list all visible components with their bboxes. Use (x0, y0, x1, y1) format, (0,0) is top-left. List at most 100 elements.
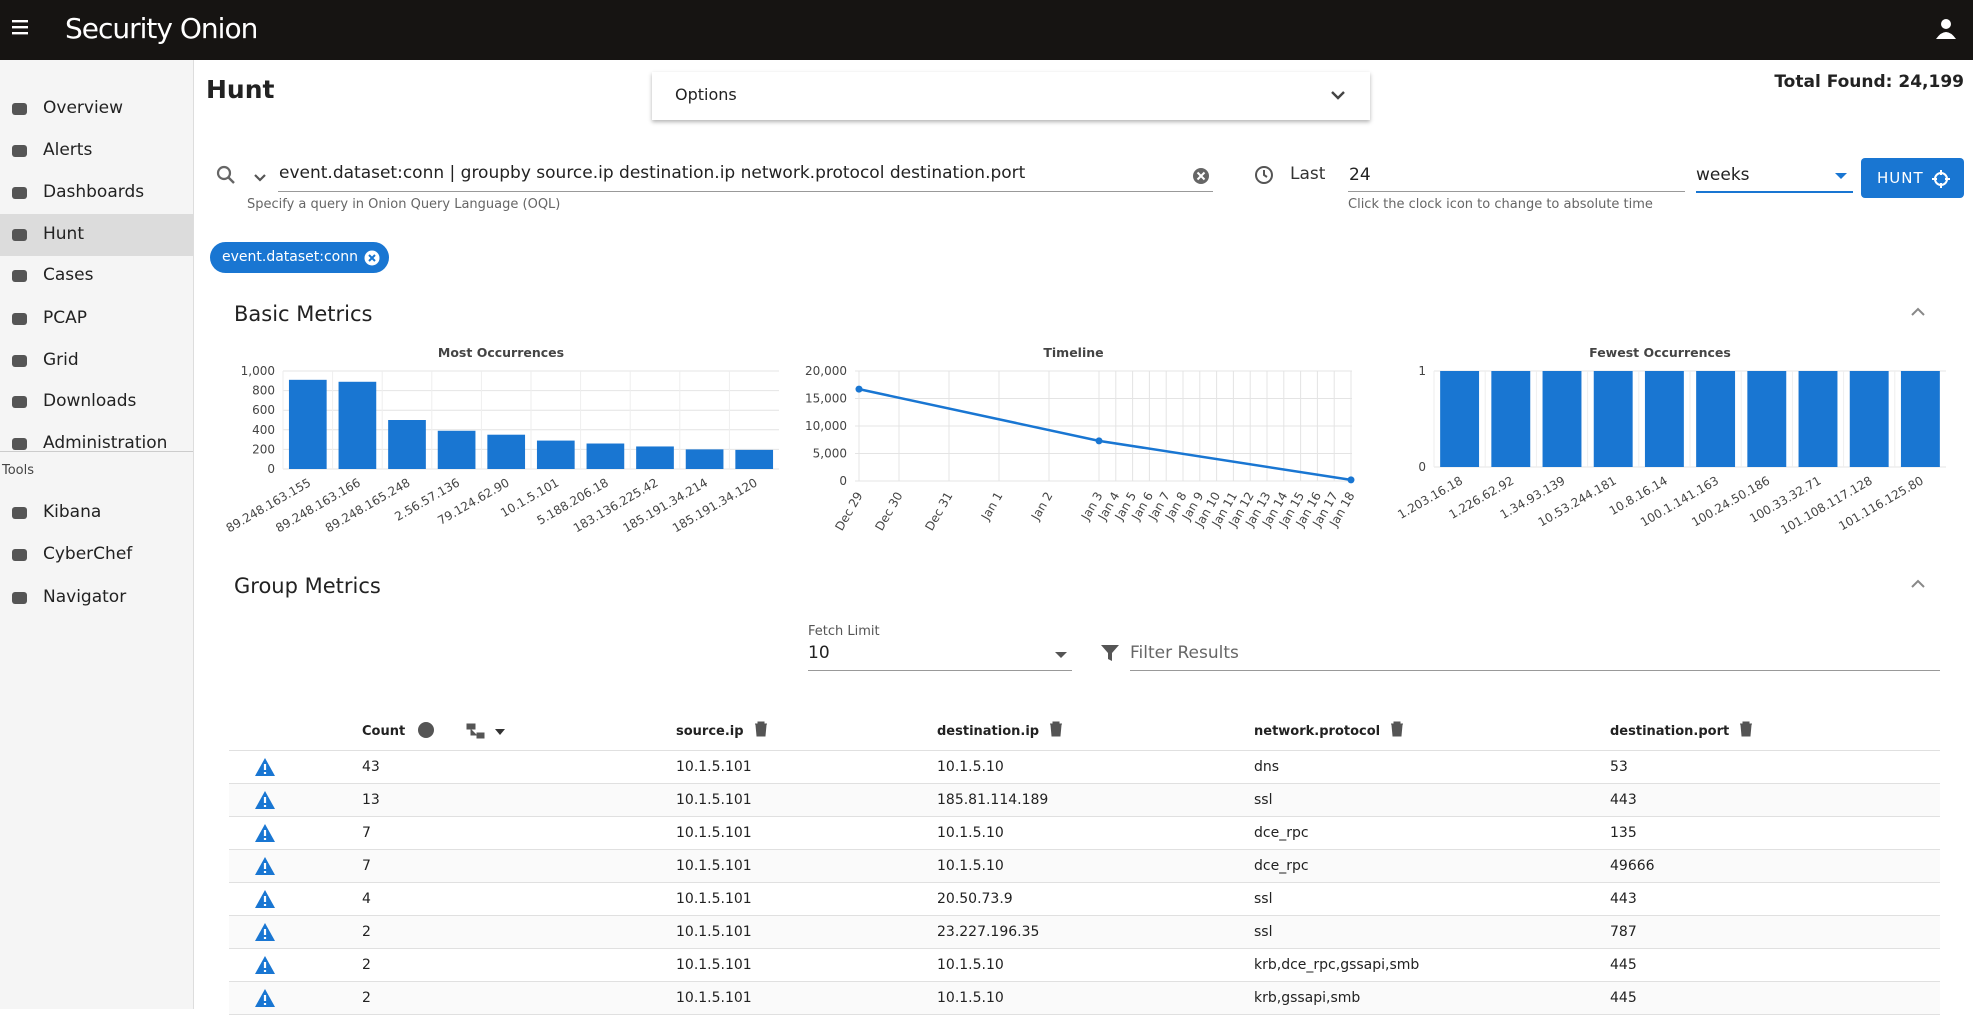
alert-icon[interactable] (254, 790, 276, 810)
icon-shape (12, 270, 27, 282)
alert-icon[interactable] (254, 856, 276, 876)
options-panel[interactable]: Options (652, 72, 1370, 120)
cell: ssl (1254, 784, 1610, 817)
nav-icon (11, 546, 29, 564)
filter-input[interactable]: Filter Results (1130, 640, 1940, 671)
nav-icon (11, 142, 29, 160)
cell: dce_rpc (1254, 850, 1610, 883)
table-row[interactable]: 210.1.5.10110.1.5.10krb,dce_rpc,gssapi,s… (229, 949, 1940, 982)
table-row[interactable]: 710.1.5.10110.1.5.10dce_rpc49666 (229, 850, 1940, 883)
nav-item[interactable]: Overview (0, 88, 193, 130)
bar (735, 450, 773, 469)
x-tick-label: Jan 10 (1192, 490, 1223, 530)
delete-column[interactable] (754, 721, 768, 737)
fetch-limit: 10 (808, 643, 830, 663)
filter-chip[interactable]: event.dataset:conn (210, 242, 389, 273)
alert-icon[interactable] (254, 823, 276, 843)
query-input[interactable]: event.dataset:conn | groupby source.ip d… (278, 160, 1213, 192)
nav-item[interactable]: Administration (0, 423, 193, 465)
cell: 2 (362, 982, 676, 1015)
delete-column[interactable] (1739, 721, 1753, 737)
header-cell (229, 710, 362, 751)
cell: 10.1.5.101 (676, 784, 937, 817)
cell: 2 (362, 916, 676, 949)
table-row[interactable]: 210.1.5.10110.1.5.10krb,gssapi,smb445 (229, 982, 1940, 1015)
last-value-input[interactable]: 24 (1348, 160, 1685, 192)
nav-item[interactable]: Dashboards (0, 172, 193, 214)
divider (0, 451, 193, 452)
row-action (229, 751, 362, 784)
collapse-icon[interactable] (1910, 307, 1926, 317)
nav-item[interactable]: Alerts (0, 130, 193, 172)
delete-column[interactable] (1390, 721, 1404, 737)
nav-item[interactable]: PCAP (0, 298, 193, 340)
x-tick-label: 89.248.163.155 (224, 475, 314, 535)
bar (1440, 371, 1479, 467)
menu-button[interactable] (12, 19, 32, 37)
row-action (229, 982, 362, 1015)
column-name: source.ip (676, 724, 744, 739)
nav-item[interactable]: CyberChef (0, 534, 193, 576)
cell: 4 (362, 883, 676, 916)
icon-shape (1391, 722, 1403, 736)
icon-shape (1050, 722, 1062, 736)
table-row[interactable]: 410.1.5.10120.50.73.9ssl443 (229, 883, 1940, 916)
nav-item[interactable]: Hunt (0, 214, 193, 256)
nav-item[interactable]: Grid (0, 340, 193, 382)
nav-item[interactable]: Cases (0, 255, 193, 297)
y-tick-label: 0 (267, 462, 275, 476)
nav-item[interactable]: Navigator (0, 577, 193, 619)
bar (1543, 371, 1582, 467)
unit-select[interactable]: weeks (1696, 160, 1853, 193)
cell: 10.1.5.10 (937, 982, 1254, 1015)
alert-icon[interactable] (254, 757, 276, 777)
table-row[interactable]: 210.1.5.10123.227.196.35ssl787 (229, 916, 1940, 949)
icon-shape (12, 355, 27, 367)
cell: 7 (362, 850, 676, 883)
search-icons[interactable] (216, 165, 276, 187)
alert-icon[interactable] (254, 988, 276, 1008)
x-tick-label: Jan 5 (1112, 490, 1140, 524)
cell: 49666 (1610, 850, 1940, 883)
alert-icon[interactable] (254, 889, 276, 909)
clock-icon[interactable] (1253, 164, 1275, 186)
fetch-limit-select[interactable]: 10 (808, 640, 1072, 671)
y-tick-label: 1 (1418, 364, 1426, 378)
column-name: destination.port (1610, 724, 1729, 739)
nav-label: CyberChef (43, 544, 132, 564)
collapse-icon[interactable] (1910, 579, 1926, 589)
y-tick-label: 5,000 (813, 447, 847, 461)
cell: 10.1.5.101 (676, 916, 937, 949)
nav-label: Kibana (43, 502, 101, 522)
count-tools[interactable] (417, 720, 527, 740)
delete-column[interactable] (1049, 721, 1063, 737)
cell: krb,gssapi,smb (1254, 982, 1610, 1015)
alert-icon[interactable] (254, 922, 276, 942)
x-tick-label: Dec 30 (872, 490, 905, 534)
bar (1901, 371, 1940, 467)
table-row[interactable]: 1310.1.5.101185.81.114.189ssl443 (229, 784, 1940, 817)
clear-query[interactable] (1192, 167, 1210, 185)
alert-icon[interactable] (254, 955, 276, 975)
y-tick-label: 10,000 (805, 419, 847, 433)
bar (289, 380, 327, 469)
expand-icon (1330, 90, 1346, 102)
cell: 23.227.196.35 (937, 916, 1254, 949)
table-row[interactable]: 4310.1.5.10110.1.5.10dns53 (229, 751, 1940, 784)
brand: Security Onion (65, 12, 257, 45)
x-tick-label: 100.1.141.163 (1638, 473, 1721, 529)
cell: 10.1.5.101 (676, 850, 937, 883)
cell: 13 (362, 784, 676, 817)
nav-item[interactable]: Downloads (0, 381, 193, 423)
nav-icon (11, 310, 29, 328)
cell: 10.1.5.10 (937, 817, 1254, 850)
hunt-button[interactable]: HUNT (1861, 158, 1964, 198)
cell: 43 (362, 751, 676, 784)
chip-remove[interactable] (364, 250, 380, 266)
user-menu[interactable] (1935, 17, 1959, 41)
cell: 10.1.5.101 (676, 949, 937, 982)
x-tick-label: 89.248.163.166 (273, 475, 363, 535)
icon-shape (755, 722, 767, 736)
nav-item[interactable]: Kibana (0, 492, 193, 534)
table-row[interactable]: 710.1.5.10110.1.5.10dce_rpc135 (229, 817, 1940, 850)
